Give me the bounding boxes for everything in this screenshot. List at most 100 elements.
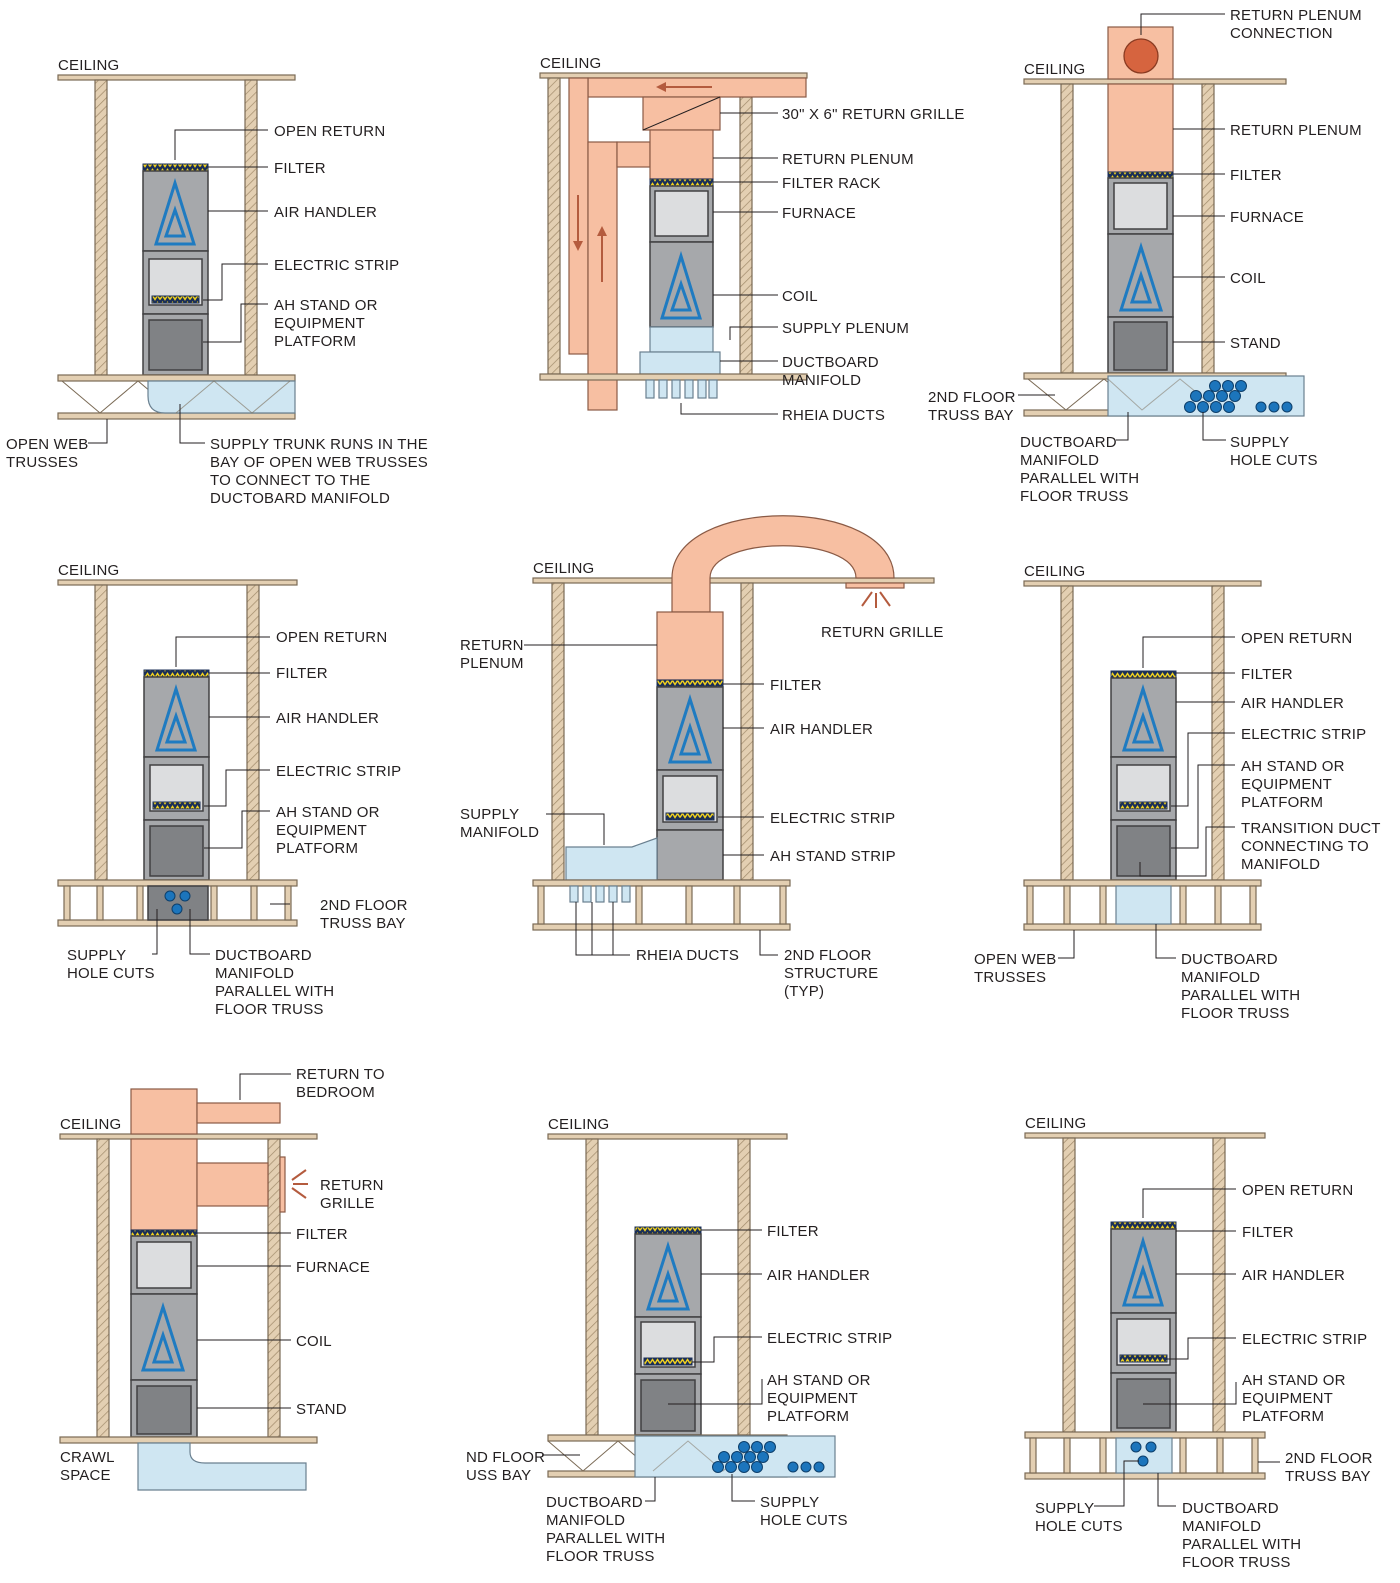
label-coil: COIL [782, 288, 818, 305]
label-line: 2ND FLOOR [784, 947, 872, 964]
return-plenum-top [130, 1088, 198, 1135]
label-line: AH STAND OR [274, 297, 378, 314]
label-line: OPEN WEB [974, 951, 1056, 968]
label-line: TRUSS BAY [320, 915, 406, 932]
filter-rack [649, 178, 714, 187]
label-filter: FILTER [1241, 666, 1293, 683]
label-air-handler: AIR HANDLER [1242, 1267, 1345, 1284]
label-crawl-space: CRAWL SPACE [60, 1449, 115, 1484]
label-furnace: FURNACE [782, 205, 856, 222]
label-line: FLOOR TRUSS [1181, 1005, 1290, 1022]
label-line: DUCTOBARD MANIFOLD [210, 490, 390, 507]
electric-strip [665, 812, 715, 821]
return-plenum-connection [1123, 38, 1159, 74]
leader [575, 902, 630, 956]
rheia-duct-stubs [569, 885, 631, 903]
label-electric-strip: ELECTRIC STRIP [276, 763, 401, 780]
label-supply-hole-cuts: SUPPLY HOLE CUTS [1230, 434, 1318, 469]
wall-stud-left [1062, 1137, 1076, 1433]
leader [179, 404, 205, 444]
label-line: DUCTBOARD [546, 1494, 643, 1511]
panel-2: CEILING [539, 55, 964, 424]
leader [668, 1379, 763, 1405]
ceiling-label: CEILING [548, 1116, 609, 1133]
leader [174, 129, 268, 160]
label-2nd-floor-truss-bay: 2ND FLOOR TRUSS BAY [1285, 1450, 1373, 1485]
label-line: DUCTBOARD [782, 354, 879, 371]
label-return-grille: RETURN GRILLE [320, 1177, 384, 1212]
label-line: EQUIPMENT [1241, 776, 1332, 793]
coil-symbol-icon [140, 1302, 186, 1372]
furnace-panel [136, 1241, 192, 1289]
filter [1110, 670, 1177, 679]
label-return-grille: RETURN GRILLE [821, 624, 944, 641]
label-transition-duct: TRANSITION DUCT CONNECTING TO MANIFOLD [1241, 820, 1381, 873]
label-ah-stand: AH STAND OR EQUIPMENT PLATFORM [1241, 758, 1345, 811]
label-return-plenum-connection: RETURN PLENUM CONNECTION [1230, 7, 1362, 42]
label-line: SUPPLY TRUNK RUNS IN THE [210, 436, 428, 453]
label-open-web-trusses: OPEN WEB TRUSSES [974, 951, 1056, 986]
label-line: HOLE CUTS [760, 1512, 848, 1529]
label-ah-stand: AH STAND OR EQUIPMENT PLATFORM [276, 804, 380, 857]
return-plenum [1107, 83, 1174, 173]
label-air-handler: AIR HANDLER [1241, 695, 1344, 712]
floor-truss-top [532, 879, 791, 887]
label-line: FLOOR TRUSS [1182, 1554, 1291, 1571]
coil-symbol-inner-icon [1131, 711, 1155, 744]
label-line: (TYP) [784, 983, 824, 1000]
label-line: RETURN TO [296, 1066, 385, 1083]
label-return-plenum: RETURN PLENUM [460, 637, 524, 672]
label-filter: FILTER [767, 1223, 819, 1240]
panel-5: CEILING [460, 515, 944, 1000]
floor-truss-verticals [1029, 1437, 1259, 1474]
label-electric-strip: ELECTRIC STRIP [274, 257, 399, 274]
label-line: CONNECTION [1230, 25, 1333, 42]
label-filter-rack: FILTER RACK [782, 175, 881, 192]
filter [130, 1229, 198, 1237]
rheia-duct-stubs [645, 379, 718, 399]
return-plenum [656, 611, 724, 681]
label-line: PARALLEL WITH [1181, 987, 1300, 1004]
wall-stud-left [94, 584, 108, 881]
return-plenum [130, 1138, 198, 1231]
label-line: EQUIPMENT [767, 1390, 858, 1407]
label-air-handler: AIR HANDLER [770, 721, 873, 738]
leader [731, 1474, 755, 1502]
label-ductboard-manifold: DUCTBOARD MANIFOLD PARALLEL WITH FLOOR TRUS… [1020, 434, 1139, 505]
label-line: OPEN WEB [6, 436, 88, 453]
label-line: AH STAND OR [1242, 1372, 1346, 1389]
coil-symbol-icon [154, 683, 198, 752]
label-line: AH STAND OR [276, 804, 380, 821]
floor-truss-top [1023, 879, 1262, 887]
label-rheia-ducts: RHEIA DUCTS [636, 947, 739, 964]
floor-truss-top [1024, 1431, 1266, 1439]
label-line: CONNECTING TO [1241, 838, 1369, 855]
label-line: TRANSITION DUCT [1241, 820, 1381, 837]
label-line: TRUSSES [974, 969, 1046, 986]
label-filter: FILTER [770, 677, 822, 694]
label-electric-strip: ELECTRIC STRIP [1241, 726, 1366, 743]
filter [656, 679, 724, 688]
return-grille-duct [196, 1162, 269, 1207]
label-line: MANIFOLD [1182, 1518, 1261, 1535]
leader [645, 1477, 656, 1502]
electric-strip [1119, 801, 1168, 810]
return-plenum [649, 129, 714, 180]
stand-panel [136, 1385, 192, 1435]
label-line: PARALLEL WITH [546, 1530, 665, 1547]
floor-chord-bottom [57, 412, 296, 420]
filter [142, 163, 209, 172]
filter [1107, 171, 1174, 179]
label-return-plenum: RETURN PLENUM [1230, 122, 1362, 139]
supply-hole [1145, 1441, 1157, 1453]
ceiling-joist [1023, 78, 1287, 85]
leader [1094, 1460, 1139, 1507]
leader [1116, 412, 1129, 441]
label-line: SPACE [60, 1467, 111, 1484]
floor-truss-verticals [63, 885, 292, 921]
supply-hole [179, 890, 191, 902]
leader [1171, 764, 1235, 849]
supply-hole [1137, 1455, 1149, 1467]
leader [729, 326, 778, 340]
